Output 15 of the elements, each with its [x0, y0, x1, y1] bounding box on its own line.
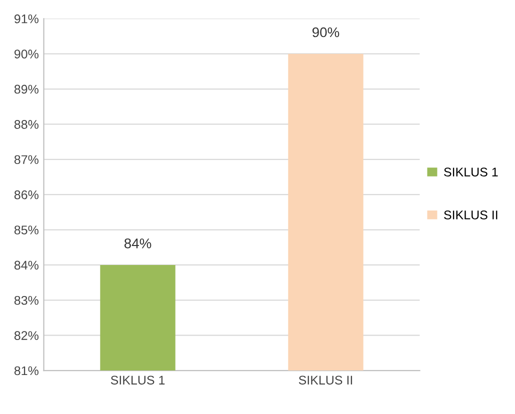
- y-tick-label: 90%: [14, 50, 38, 58]
- data-label: 90%: [312, 27, 340, 38]
- y-tick-label: 87%: [14, 155, 38, 164]
- legend-label: SIKLUS 1: [444, 168, 498, 176]
- y-tick-label: 85%: [14, 226, 38, 234]
- legend-label: SIKLUS II: [444, 210, 498, 220]
- y-tick-label: 82%: [14, 331, 38, 340]
- y-tick-label: 86%: [14, 190, 38, 200]
- y-tick-label: 88%: [14, 120, 38, 129]
- y-tick-label: 84%: [14, 260, 38, 270]
- y-tick-label: 91%: [14, 14, 38, 24]
- y-tick-label: 83%: [14, 296, 38, 305]
- y-tick-label: 81%: [14, 366, 38, 376]
- data-label: 84%: [124, 238, 152, 248]
- y-tick-label: 89%: [14, 84, 38, 94]
